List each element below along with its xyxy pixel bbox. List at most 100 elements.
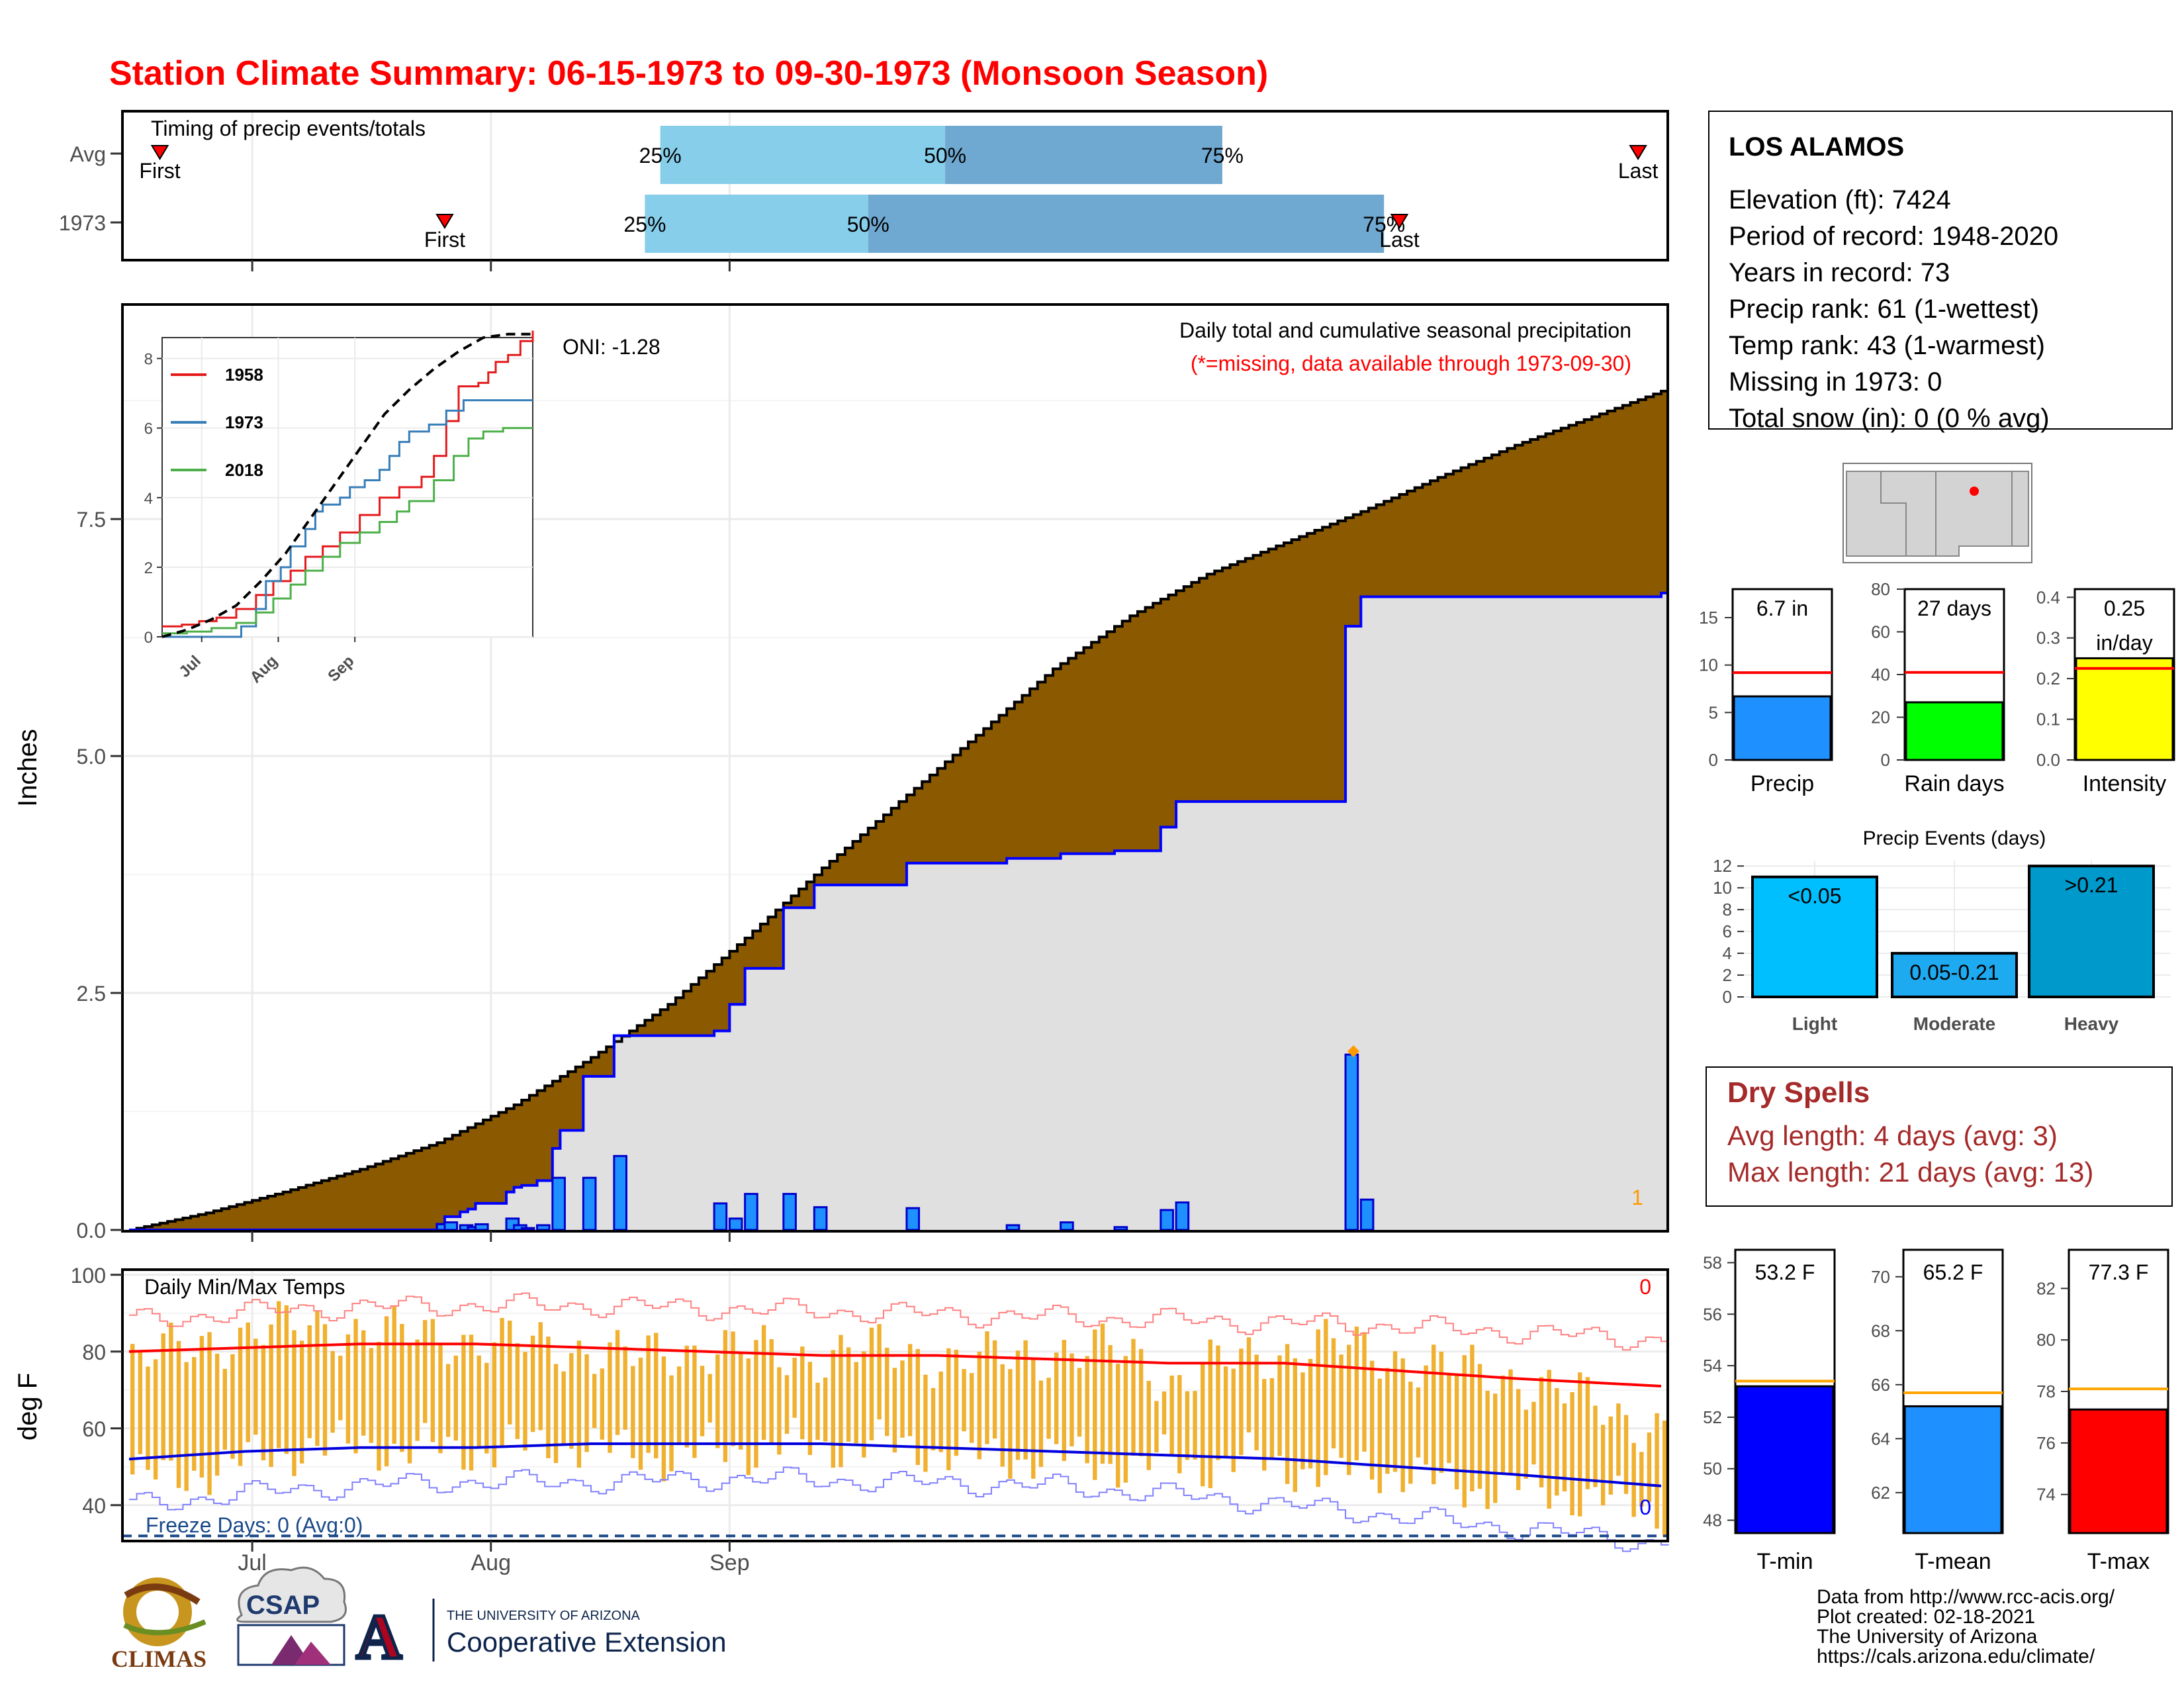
temp-bar-y-tick-label: 80 bbox=[2036, 1330, 2056, 1350]
daily-temp-range-bar bbox=[1161, 1391, 1167, 1434]
daily-temp-range-bar bbox=[1354, 1327, 1359, 1461]
daily-temp-range-bar bbox=[1208, 1339, 1213, 1489]
daily-temp-range-bar bbox=[1331, 1338, 1336, 1449]
daily-temp-range-bar bbox=[1447, 1372, 1451, 1464]
daily-temp-range-bar bbox=[1015, 1350, 1021, 1460]
summary-y-tick-label: 80 bbox=[1871, 579, 1890, 599]
month-tick-label: Jul bbox=[238, 1550, 266, 1575]
inset-y-tick-label: 4 bbox=[144, 490, 153, 508]
daily-temp-range-bar bbox=[438, 1342, 443, 1454]
temp-summary-bar bbox=[1735, 1385, 1835, 1534]
summary-y-tick-label: 0 bbox=[1881, 750, 1890, 770]
daily-temp-range-bar bbox=[700, 1366, 705, 1436]
daily-temp-range-bar bbox=[377, 1342, 381, 1471]
daily-temp-range-bar bbox=[1555, 1388, 1559, 1496]
timing-row-label: Avg bbox=[69, 142, 106, 166]
daily-temp-range-bar bbox=[1000, 1364, 1005, 1467]
footer-line: The University of Arizona bbox=[1817, 1626, 2038, 1648]
summary-y-tick-label: 5 bbox=[1709, 702, 1718, 722]
daily-temp-range-bar bbox=[584, 1354, 589, 1452]
daily-temp-range-bar bbox=[222, 1368, 227, 1450]
footer-line: https://cals.arizona.edu/climate/ bbox=[1817, 1646, 2095, 1667]
daily-temp-range-bar bbox=[407, 1344, 412, 1464]
daily-temp-range-bar bbox=[1477, 1364, 1482, 1489]
daily-temp-range-bar bbox=[315, 1311, 320, 1446]
y-tick-label: 5.0 bbox=[77, 745, 106, 769]
daily-temp-range-bar bbox=[739, 1352, 743, 1450]
temp-bar-y-tick-label: 78 bbox=[2036, 1382, 2056, 1401]
daily-temp-range-bar bbox=[676, 1366, 682, 1443]
daily-temp-range-bar bbox=[1293, 1358, 1298, 1492]
last-event-label: Last bbox=[1379, 228, 1420, 252]
ua-a-mark: A bbox=[356, 1601, 402, 1672]
daily-temp-range-bar bbox=[1493, 1393, 1498, 1503]
daily-temp-range-bar bbox=[985, 1331, 989, 1444]
quartile-bar-upper bbox=[945, 126, 1222, 184]
daily-temp-range-bar bbox=[576, 1340, 582, 1468]
daily-temp-range-bar bbox=[938, 1371, 943, 1452]
daily-temp-range-bar bbox=[1138, 1348, 1144, 1457]
dry-spells-avg: Avg length: 4 days (avg: 3) bbox=[1727, 1120, 2058, 1151]
temp-summary-bar bbox=[2069, 1408, 2168, 1534]
daily-temp-range-bar bbox=[400, 1324, 404, 1452]
daily-precip-bar bbox=[474, 1223, 489, 1231]
daily-temp-range-bar bbox=[1093, 1329, 1097, 1480]
daily-temp-range-bar bbox=[523, 1352, 527, 1451]
events-y-tick-label: 8 bbox=[1723, 900, 1732, 919]
daily-temp-range-bar bbox=[1377, 1378, 1382, 1493]
first-event-label: First bbox=[139, 159, 180, 183]
daily-temp-range-bar bbox=[361, 1330, 366, 1436]
daily-temp-range-bar bbox=[430, 1319, 435, 1442]
daily-precip-bar bbox=[443, 1221, 459, 1231]
daily-temp-range-bar bbox=[761, 1325, 766, 1440]
daily-temp-range-bar bbox=[1062, 1340, 1067, 1462]
station-location-marker bbox=[1970, 487, 1979, 496]
daily-temp-range-bar bbox=[184, 1362, 189, 1491]
daily-temp-range-bar bbox=[877, 1324, 882, 1420]
daily-temp-range-bar bbox=[461, 1335, 466, 1470]
daily-temp-range-bar bbox=[199, 1336, 205, 1478]
daily-temp-range-bar bbox=[1031, 1357, 1036, 1479]
daily-temp-range-bar bbox=[1432, 1344, 1436, 1485]
summary-bar bbox=[1733, 695, 1832, 761]
daily-temp-range-bar bbox=[322, 1324, 328, 1456]
daily-temp-range-bar bbox=[1038, 1380, 1044, 1468]
temp-bar-y-tick-label: 56 bbox=[1703, 1304, 1722, 1324]
summary-y-tick-label: 0.0 bbox=[2036, 750, 2060, 770]
daily-temp-range-bar bbox=[453, 1355, 458, 1441]
panel-border bbox=[121, 1268, 1669, 1542]
summary-bar-label: Rain days bbox=[1904, 771, 2004, 796]
daily-temp-range-bar bbox=[238, 1327, 243, 1466]
precip-corner-count: 1 bbox=[1631, 1186, 1643, 1209]
daily-temp-range-bar bbox=[207, 1332, 212, 1495]
y-axis-label: deg F bbox=[13, 1373, 42, 1440]
daily-temp-range-bar bbox=[1193, 1391, 1197, 1460]
daily-temp-range-bar bbox=[1385, 1368, 1390, 1474]
daily-temp-range-bar bbox=[1201, 1364, 1205, 1487]
inset-legend-label: 1958 bbox=[225, 365, 263, 385]
daily-temp-range-bar bbox=[1547, 1370, 1551, 1509]
daily-temp-range-bar bbox=[1223, 1366, 1228, 1458]
inset-y-tick-label: 2 bbox=[144, 559, 153, 577]
daily-precip-bar bbox=[728, 1217, 743, 1231]
daily-temp-range-bar bbox=[1578, 1372, 1582, 1517]
daily-temp-range-bar bbox=[792, 1358, 797, 1418]
daily-temp-range-bar bbox=[754, 1340, 758, 1468]
ua-extension-text: Cooperative Extension bbox=[447, 1626, 727, 1658]
temp-bar-y-tick-label: 64 bbox=[1871, 1429, 1890, 1448]
daily-temp-range-bar bbox=[261, 1344, 266, 1461]
station-missing: Missing in 1973: 0 bbox=[1729, 367, 1942, 397]
footer-line: Data from http://www.rcc-acis.org/ bbox=[1817, 1586, 2115, 1608]
summary-y-tick-label: 10 bbox=[1699, 655, 1718, 675]
daily-temp-range-bar bbox=[892, 1368, 897, 1453]
daily-temp-range-bar bbox=[469, 1335, 474, 1471]
daily-temp-range-bar bbox=[784, 1375, 790, 1434]
daily-temp-range-bar bbox=[1647, 1432, 1652, 1503]
daily-temp-range-bar bbox=[746, 1358, 751, 1476]
daily-temp-range-bar bbox=[1269, 1378, 1275, 1459]
station-snow: Total snow (in): 0 (0 % avg) bbox=[1729, 404, 2050, 433]
daily-temp-range-bar bbox=[1085, 1356, 1089, 1464]
daily-temp-range-bar bbox=[1108, 1344, 1113, 1464]
daily-temp-range-bar bbox=[1077, 1368, 1082, 1437]
